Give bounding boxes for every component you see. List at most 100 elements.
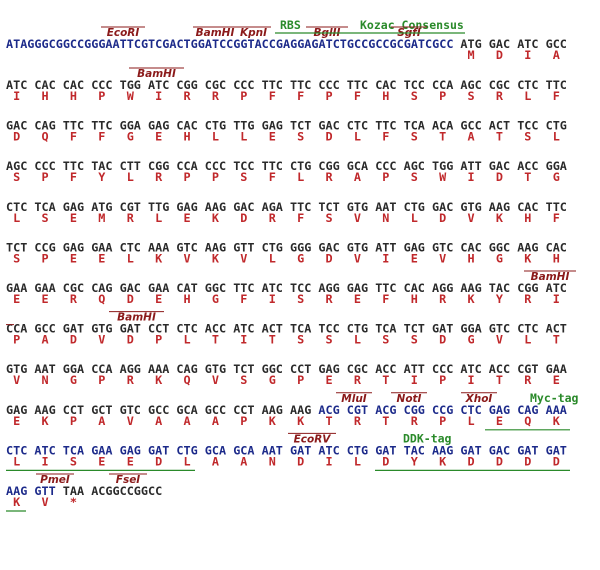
dna-codon: TTG [148,200,169,214]
amino-acid: H [468,251,475,265]
dna-codon: GAA [91,443,112,457]
dna-codon: GAC [489,159,510,173]
amino-acid: I [382,251,389,265]
dna-codon: CCC [233,78,254,92]
amino-acid: I [553,292,560,306]
amino-acid: L [212,130,219,144]
dna-codon: GGC [262,362,283,376]
amino-acid: I [240,333,247,347]
amino-acid: L [524,89,531,103]
amino-acid: K [269,414,277,428]
dna-codon: CTG [546,119,567,133]
dna-codon: TTC [262,78,283,92]
dna-codon: CAC [517,200,538,214]
amino-acid: I [411,373,418,387]
amino-acid: T [553,333,560,347]
dna-codon: AAT [375,200,396,214]
amino-acid: A [212,414,219,428]
dna-codon: CCG [432,403,453,417]
amino-acid: G [468,333,475,347]
dna-codon: ATC [546,281,567,295]
amino-acid: G [297,251,304,265]
amino-acid: T [496,130,503,144]
dna-codon: GAC [6,119,27,133]
dna-codon: CAC [404,281,425,295]
dna-codon: CGG [148,159,169,173]
amino-acid: E [98,251,105,265]
amino-acid: P [382,170,389,184]
dna-codon: AAG [6,484,27,498]
dna-codon: GCC [546,37,567,51]
amino-acid: T [382,414,389,428]
dna-codon: ATT [460,159,481,173]
amino-acid: I [524,48,531,62]
amino-acid: K [524,251,532,265]
amino-acid: G [212,292,219,306]
dna-codon: AAG [205,240,226,254]
amino-acid: R [155,170,163,184]
dna-codon: TCC [318,322,339,336]
dna-codon: TTC [546,200,567,214]
site-label: BamHI [531,271,570,283]
amino-acid: S [297,292,304,306]
dna-codon: GTC [176,240,197,254]
amino-acid: A [42,333,49,347]
dna-codon: ATAGGGCGGCCGGGAATTCGTCGACTGGATCCGGTACCGA… [6,37,453,51]
amino-acid: S [411,130,418,144]
amino-acid: D [496,170,503,184]
amino-acid: V [354,211,361,225]
dna-codon: GGA [63,362,84,376]
site-label: KpnI [240,27,267,39]
dna-codon: CGC [205,78,226,92]
amino-acid: E [155,130,162,144]
amino-acid: R [127,373,135,387]
dna-codon: GAG [489,403,510,417]
dna-codon: CGC [63,281,84,295]
amino-acid: L [127,170,134,184]
amino-acid: G [496,251,503,265]
amino-acid: N [269,454,276,468]
amino-acid: V [98,333,105,347]
dna-codon: CCC [91,78,112,92]
dna-codon: ACT [546,322,567,336]
amino-acid: D [326,251,333,265]
amino-acid: E [70,211,77,225]
dna-codon: AGC [6,159,27,173]
dna-codon: CGT [120,200,141,214]
dna-codon: GAA [6,281,27,295]
amino-acid: Y [496,292,504,306]
amino-acid: E [411,251,418,265]
amino-acid: R [326,292,334,306]
amino-acid: L [155,211,162,225]
tag-label: DDK-tag [403,431,452,445]
site-label: BamHI [117,312,156,324]
dna-codon: GTG [347,200,368,214]
dna-codon: ACG [318,403,339,417]
dna-codon: GAT [148,443,169,457]
dna-codon: TGG [432,159,453,173]
dna-codon: TTC [63,119,84,133]
amino-acid: L [13,211,20,225]
dna-codon: GAC [233,200,254,214]
dna-codon: GAT [120,322,141,336]
dna-codon: CAT [176,281,197,295]
dna-codon: GAA [546,362,567,376]
dna-codon: GAC [432,200,453,214]
dna-codon: CCT [63,403,84,417]
dna-codon: AGG [432,281,453,295]
dna-codon: CTG [205,119,226,133]
dna-codon: GAC [489,37,510,51]
amino-acid: A [468,130,475,144]
tag-label: Kozac Consensus [360,18,464,32]
amino-acid: F [240,292,247,306]
amino-acid: S [297,130,304,144]
dna-codon: GTC [120,403,141,417]
dna-codon: CCT [148,322,169,336]
amino-acid: M [98,211,105,225]
amino-acid: V [13,373,20,387]
dna-codon: TTC [347,78,368,92]
dna-codon: GAC [318,119,339,133]
amino-acid: M [468,48,475,62]
amino-acid: D [524,454,531,468]
amino-acid: E [13,292,20,306]
